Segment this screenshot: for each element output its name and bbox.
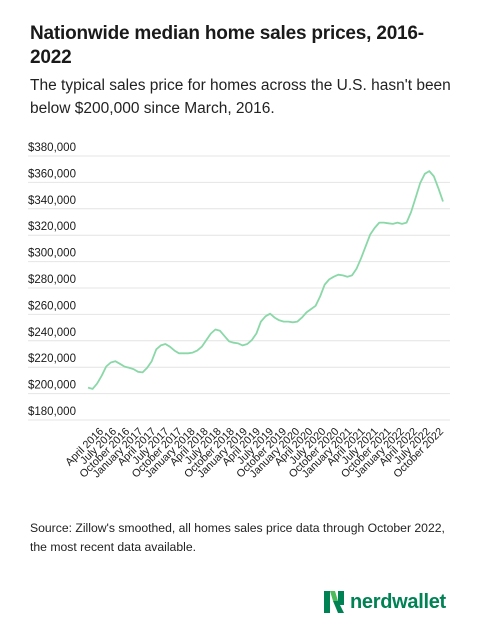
y-axis-ticks: $180,000 $200,000 $220,000 $240,000 $260,000…: [28, 142, 76, 418]
series-line-layer: [87, 170, 444, 390]
series-line: [87, 170, 444, 390]
y-tick-label: $240,000: [28, 327, 76, 339]
y-tick-label: $280,000: [28, 274, 76, 286]
nerdwallet-logo-text: nerdwallet: [350, 590, 446, 613]
gridlines: [28, 155, 450, 421]
y-tick-label: $220,000: [28, 353, 76, 365]
y-tick-label: $320,000: [28, 221, 76, 233]
y-tick-label: $300,000: [28, 248, 76, 260]
y-tick-label: $360,000: [28, 168, 76, 180]
y-tick-label: $260,000: [28, 300, 76, 312]
nerdwallet-logo-icon: [324, 591, 344, 613]
y-tick-label: $340,000: [28, 195, 76, 207]
nerdwallet-logo: nerdwallet: [324, 590, 446, 614]
chart-title: Nationwide median home sales prices, 201…: [30, 23, 424, 68]
y-tick-label: $180,000: [28, 406, 76, 418]
line-chart: $180,000 $200,000 $220,000 $240,000 $260,000…: [28, 142, 450, 481]
y-tick-label: $200,000: [28, 380, 76, 392]
y-tick-label: $380,000: [28, 142, 76, 154]
chart-subtitle: The typical sales price for homes across…: [30, 77, 451, 117]
source-note: Source: Zillow's smoothed, all homes sal…: [30, 521, 445, 554]
